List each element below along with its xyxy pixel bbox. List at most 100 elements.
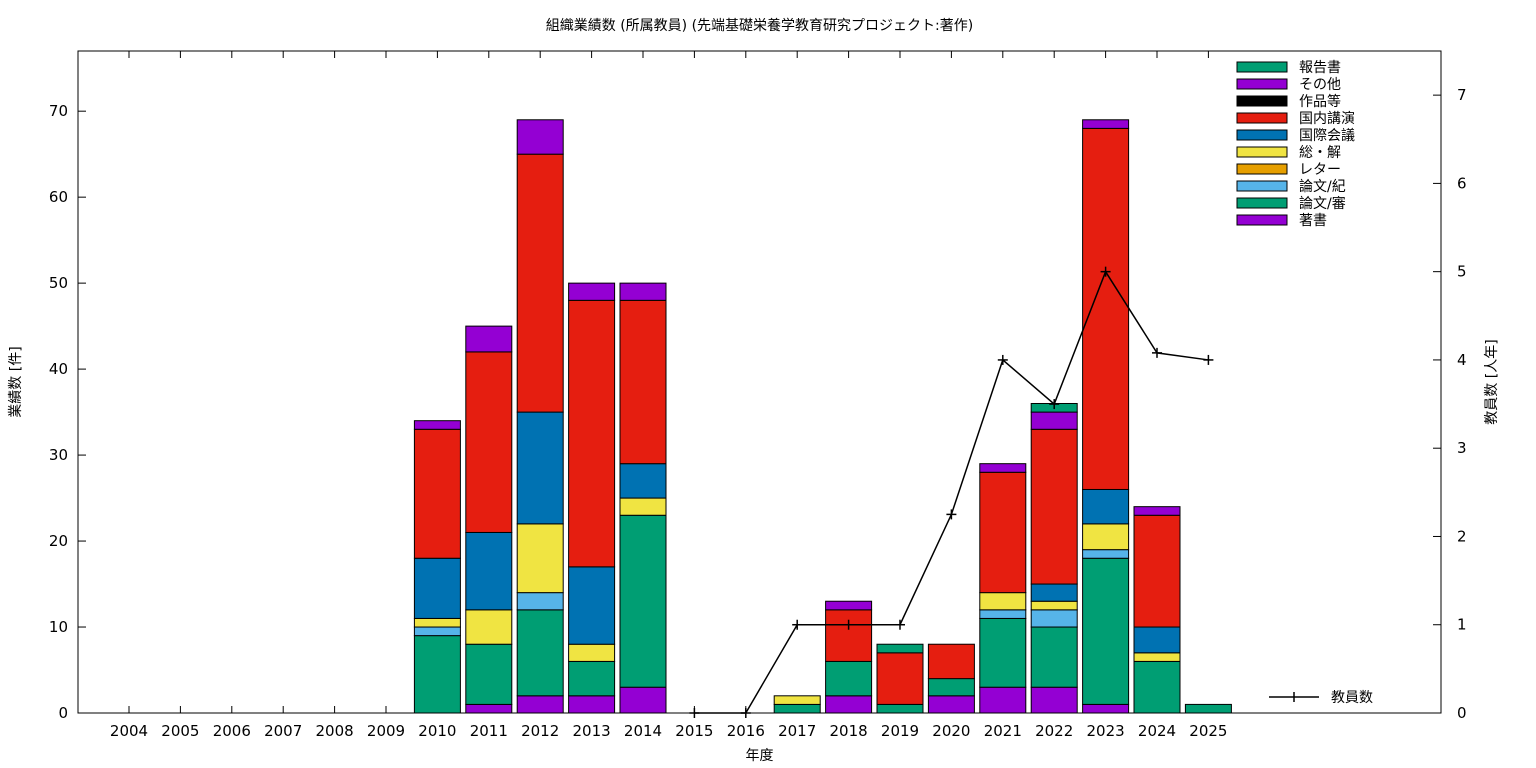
bar-segment	[927, 678, 975, 697]
y2-tick-label: 0	[1457, 704, 1467, 722]
y-tick-label: 20	[49, 532, 68, 550]
y-tick-label: 60	[49, 188, 68, 206]
bar-segment	[1133, 660, 1181, 714]
bar-segment	[1082, 523, 1130, 551]
bar-segment	[825, 695, 873, 714]
plot-border	[77, 50, 1442, 714]
bar-segment	[1133, 514, 1181, 628]
bar-segment	[465, 351, 513, 533]
bar-segment	[1133, 626, 1181, 654]
legend-line-label: 教員数	[1331, 690, 1373, 706]
y-tick-label: 0	[58, 704, 68, 722]
bar-segment	[979, 592, 1027, 611]
x-tick-label: 2019	[881, 722, 919, 740]
legend-swatch	[1236, 78, 1288, 90]
y2-tick-label: 6	[1457, 174, 1467, 192]
legend-label: 国内講演	[1299, 111, 1355, 127]
line-point	[1100, 266, 1111, 277]
x-tick-label: 2013	[573, 722, 611, 740]
x-tick-label: 2017	[778, 722, 816, 740]
line-point	[895, 619, 905, 630]
bar-segment	[979, 609, 1027, 619]
x-tick-label: 2009	[367, 722, 405, 740]
bar-segment	[413, 635, 461, 714]
bar-segment	[825, 600, 873, 611]
bar-segment	[1030, 626, 1078, 688]
bar-segment	[1133, 506, 1181, 516]
y2-axis-label: 教員数 [人年]	[1484, 339, 1500, 424]
bar-segment	[413, 428, 461, 559]
y2-tick-label: 1	[1457, 616, 1467, 634]
legend-label: 論文/紀	[1299, 179, 1346, 195]
line-point	[740, 708, 751, 718]
bar-segment	[1030, 428, 1078, 585]
line-point	[1203, 354, 1214, 365]
legend-label: 著書	[1299, 213, 1327, 229]
y-tick-label: 30	[49, 446, 68, 464]
legend-swatch	[1236, 95, 1288, 107]
x-tick-label: 2015	[675, 722, 713, 740]
x-tick-label: 2006	[213, 722, 251, 740]
y2-tick-label: 5	[1457, 263, 1467, 281]
legend-swatch	[1236, 180, 1288, 192]
line-point	[1049, 399, 1060, 410]
bar-segment	[465, 643, 513, 705]
bar-segment	[1030, 686, 1078, 714]
x-tick-label: 2020	[932, 722, 970, 740]
bar-segment	[619, 497, 667, 516]
y-axis-label: 業績数 [件]	[8, 346, 24, 417]
bar-segment	[516, 153, 564, 413]
x-tick-label: 2021	[984, 722, 1022, 740]
bar-segment	[413, 617, 461, 628]
bar-segment	[1082, 119, 1130, 129]
bar-segment	[927, 695, 975, 714]
bar-segment	[465, 325, 513, 353]
bar-segment	[413, 557, 461, 619]
legend-swatch	[1236, 146, 1288, 158]
bar-segment	[979, 617, 1027, 688]
legend-label: レター	[1299, 162, 1341, 178]
y-tick-label: 10	[49, 618, 68, 636]
bar-segment	[825, 660, 873, 697]
legend-label: 論文/審	[1299, 196, 1346, 212]
x-tick-label: 2012	[521, 722, 559, 740]
line-point	[843, 619, 854, 630]
x-tick-label: 2016	[727, 722, 765, 740]
plot-area: 0 10 20 30 40 50 60 70 0 1 2 3 4 5 6 7 2004 2005 2006 2007 2…	[49, 50, 1467, 740]
bar-segment	[619, 463, 667, 499]
y2-tick-label: 4	[1457, 351, 1467, 369]
bar-segment	[568, 566, 616, 645]
bar-segment	[1030, 411, 1078, 430]
bar-segment	[413, 626, 461, 637]
bar-segment	[876, 703, 924, 714]
bar-segment	[568, 660, 616, 697]
legend-swatch	[1236, 197, 1288, 209]
x-tick-label: 2014	[624, 722, 662, 740]
bar-segment	[413, 420, 461, 430]
legend-swatch	[1236, 129, 1288, 141]
x-tick-label: 2011	[470, 722, 508, 740]
bar-segment	[568, 299, 616, 568]
x-tick-label: 2023	[1087, 722, 1125, 740]
y2-tick-label: 7	[1457, 86, 1467, 104]
x-tick-label: 2025	[1189, 722, 1227, 740]
bar-segment	[516, 523, 564, 594]
x-tick-label: 2022	[1035, 722, 1073, 740]
y-tick-label: 50	[49, 274, 68, 292]
bar-segment	[773, 703, 821, 714]
x-tick-label: 2004	[110, 722, 148, 740]
bar-segment	[876, 652, 924, 705]
bar-segment	[927, 643, 975, 680]
bar-segment	[619, 686, 667, 714]
bar-segment	[568, 282, 616, 301]
legend-swatch	[1236, 112, 1288, 124]
bar-segment	[773, 695, 821, 705]
bar-segment	[1082, 549, 1130, 559]
bar-segment	[568, 643, 616, 662]
bar-segment	[1082, 127, 1130, 490]
bar-segment	[465, 609, 513, 645]
legend-swatch	[1236, 61, 1288, 73]
y2-tick-label: 3	[1457, 439, 1467, 457]
